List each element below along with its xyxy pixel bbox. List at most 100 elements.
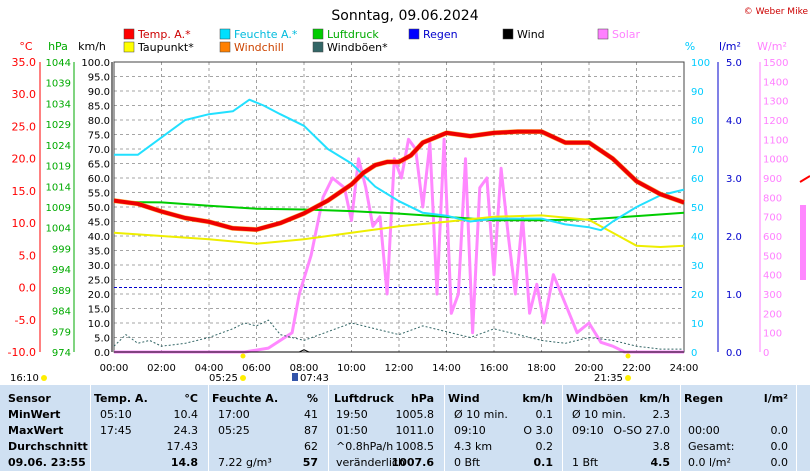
tick-label-lm2: 0.0	[726, 348, 742, 359]
tick-label-kmh: 50.0	[88, 203, 110, 214]
cell-temp-time: 17:45	[100, 424, 132, 437]
cell-humidity-time: 05:25	[218, 424, 250, 437]
tick-label-x: 08:00	[290, 363, 319, 374]
cell-pressure-time: veränderlich	[336, 456, 405, 469]
tick-label-pct: 40	[691, 232, 704, 243]
cell-temp-value: 10.4	[173, 408, 199, 421]
tick-label-hpa: 979	[52, 327, 71, 338]
tick-label-kmh: 90.0	[88, 87, 110, 98]
header-gusts: Windböen	[566, 392, 629, 405]
tick-label-lm2: 3.0	[726, 174, 742, 185]
tick-label-kmh: 20.0	[88, 290, 110, 301]
cell-pressure-value: 1005.8	[395, 408, 435, 421]
cell-pressure-value: 1007.6	[391, 456, 434, 469]
tick-label-temp: 15.0	[12, 185, 37, 198]
cell-pressure-value: 1011.0	[395, 424, 435, 437]
legend-swatch	[219, 41, 231, 53]
legend-swatch	[502, 28, 514, 40]
legend-swatch	[597, 28, 609, 40]
tick-label-hpa: 1039	[46, 79, 71, 90]
legend-swatch	[123, 41, 135, 53]
cell-gusts-time: 09:10	[572, 424, 604, 437]
axis-unit-lm2: l/m²	[719, 40, 741, 53]
axis-unit-kmh: km/h	[78, 40, 106, 53]
tick-label-hpa: 1034	[46, 99, 71, 110]
grid	[113, 61, 685, 353]
tick-label-hpa: 994	[52, 265, 71, 276]
header-wind-unit: km/h	[522, 392, 553, 405]
cell-rain-value: 0.0	[770, 424, 789, 437]
series-windb-en	[113, 319, 684, 350]
series-luftdruck	[113, 201, 685, 222]
tick-label-x: 24:00	[670, 363, 699, 374]
series-solar	[114, 137, 684, 354]
tick-label-kmh: 30.0	[88, 261, 110, 272]
tick-label-lm2: 1.0	[726, 290, 742, 301]
tick-label-hpa: 1014	[46, 182, 71, 193]
cell-gusts-value: 2.3	[652, 408, 671, 421]
axis-unit-temp: °C	[19, 40, 33, 53]
cell-wind-time: 0 Bft	[454, 456, 481, 469]
tick-label-x: 20:00	[575, 363, 604, 374]
tick-label-wm2: 500	[763, 251, 782, 262]
tick-label-kmh: 15.0	[88, 305, 110, 316]
tick-label-lm2: 5.0	[726, 58, 742, 69]
tick-label-wm2: 1500	[763, 58, 788, 69]
tick-label-temp: 0.0	[19, 282, 37, 295]
cell-pressure-time: ^0.8hPa/h	[336, 440, 394, 453]
series-wind	[114, 349, 684, 353]
tick-label-pct: 100	[691, 58, 710, 69]
tick-label-temp: 30.0	[12, 88, 37, 101]
tick-label-kmh: 65.0	[88, 160, 110, 171]
legend-label: Taupunkt*	[137, 41, 194, 54]
row-label: Durchschnitt	[8, 440, 88, 453]
tick-label-lm2: 2.0	[726, 232, 742, 243]
legend-swatch	[123, 28, 135, 40]
tick-label-pct: 30	[691, 261, 704, 272]
next-chart-fragment	[799, 175, 810, 183]
tick-label-kmh: 35.0	[88, 247, 110, 258]
column-separator	[208, 385, 209, 471]
tick-label-hpa: 999	[52, 244, 71, 255]
cell-pressure-value: 1008.5	[395, 440, 435, 453]
header-temp-unit: °C	[184, 392, 198, 405]
tick-label-kmh: 75.0	[88, 131, 110, 142]
row-label: 09.06. 23:55	[8, 456, 86, 469]
cell-temp-value: 17.43	[166, 440, 199, 453]
tick-label-x: 04:00	[195, 363, 224, 374]
row-label: MinWert	[8, 408, 61, 421]
tick-label-hpa: 1004	[46, 224, 71, 235]
tick-label-pct: 80	[691, 116, 704, 127]
sun-marks: 16:10 05:25 07:43 21:35	[10, 175, 810, 384]
tick-label-hpa: 1009	[46, 203, 71, 214]
cell-pressure-time: 01:50	[336, 424, 368, 437]
tick-label-pct: 0	[691, 348, 697, 359]
tick-label-pct: 60	[691, 174, 704, 185]
cell-rain-time: 0.0 l/m²	[688, 456, 731, 469]
tick-label-kmh: 100.0	[81, 58, 110, 69]
tick-label-wm2: 700	[763, 213, 782, 224]
cell-humidity-value: 57	[302, 456, 318, 469]
cell-gusts-time: Ø 10 min.	[572, 408, 626, 421]
cell-rain-value: 0.0	[770, 440, 789, 453]
tick-label-temp: 25.0	[12, 120, 37, 133]
tick-label-x: 14:00	[432, 363, 461, 374]
tick-label-wm2: 1300	[763, 97, 788, 108]
legend: Temp. A.* Feuchte A.* Luftdruck Regen Wind So…	[123, 28, 641, 54]
tick-label-hpa: 989	[52, 286, 71, 297]
weather-chart: Sonntag, 09.06.2024 © Weber Mike Temp. A…	[8, 7, 810, 384]
sunset-icon	[625, 375, 631, 381]
tick-label-x: 22:00	[622, 363, 651, 374]
column-separator	[90, 385, 91, 471]
sunset-marker-icon	[625, 353, 631, 359]
tick-label-hpa: 974	[52, 348, 71, 359]
header-rain: Regen	[684, 392, 724, 405]
tick-label-wm2: 1200	[763, 116, 788, 127]
tick-label-kmh: 5.0	[94, 334, 110, 345]
tick-label-wm2: 100	[763, 329, 782, 340]
cell-gusts-value: 3.8	[652, 440, 671, 453]
cell-wind-value: 0.1	[535, 408, 554, 421]
legend-label: Windböen*	[327, 41, 388, 54]
tick-label-kmh: 85.0	[88, 102, 110, 113]
tick-label-x: 06:00	[242, 363, 271, 374]
